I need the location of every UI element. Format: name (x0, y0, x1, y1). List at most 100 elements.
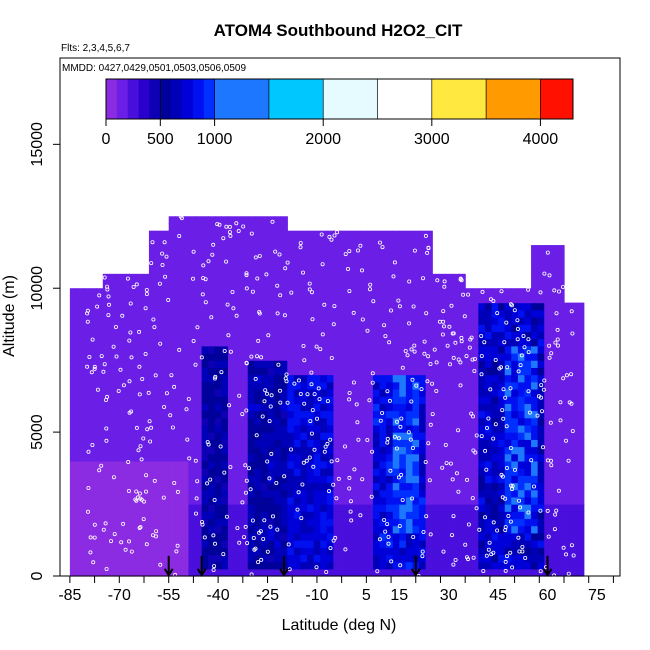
heatmap-cell (241, 338, 249, 347)
heatmap-cell (412, 281, 420, 289)
sample-point (308, 419, 313, 424)
heatmap-cell (366, 532, 374, 541)
heatmap-cell (419, 511, 427, 520)
sample-point (370, 371, 375, 376)
heatmap-cell (504, 446, 512, 455)
heatmap-cell (458, 360, 466, 368)
heatmap-cell (577, 331, 585, 340)
heatmap-cell (524, 295, 532, 304)
heatmap-cell (287, 367, 295, 376)
heatmap-cell (425, 532, 433, 541)
sample-point (252, 547, 257, 552)
heatmap-cell (491, 317, 499, 325)
heatmap-cell (419, 568, 427, 577)
colorbar-segment (564, 79, 570, 119)
heatmap-cell (307, 302, 315, 311)
heatmap-cell (247, 324, 255, 332)
heatmap-cell (399, 511, 407, 520)
heatmap-cell (399, 417, 407, 426)
sample-point (143, 489, 148, 494)
heatmap-cell (247, 245, 255, 253)
heatmap-cell (531, 439, 539, 448)
sample-point (211, 533, 216, 538)
heatmap-cell (372, 352, 381, 361)
heatmap-cell (399, 367, 407, 376)
sample-point (243, 490, 248, 495)
heatmap-cell (452, 367, 460, 376)
heatmap-cell (201, 309, 209, 318)
sample-point (360, 317, 365, 322)
heatmap-cell (208, 216, 216, 225)
heatmap-cell (564, 554, 572, 563)
sample-point (529, 458, 534, 463)
sample-point (569, 309, 574, 314)
sample-point (526, 337, 531, 342)
heatmap-cell (155, 288, 163, 297)
heatmap-cell (129, 288, 137, 297)
heatmap-cell (471, 360, 479, 368)
heatmap-cell (537, 324, 545, 332)
heatmap-cell (392, 468, 400, 476)
heatmap-cell (96, 568, 104, 577)
heatmap-cell (471, 460, 479, 469)
sample-point (90, 442, 95, 447)
heatmap-cell (399, 432, 407, 440)
heatmap-cell (392, 554, 400, 563)
heatmap-cell (333, 396, 341, 404)
heatmap-cell (326, 432, 335, 440)
sample-point (428, 422, 433, 427)
heatmap-cell (491, 439, 499, 448)
heatmap-cell (498, 525, 506, 534)
heatmap-cell (260, 317, 269, 325)
heatmap-cell (511, 540, 519, 548)
sample-point (500, 474, 505, 479)
sample-point (205, 481, 210, 486)
sample-point (320, 262, 325, 267)
sample-point (261, 537, 266, 542)
heatmap-cell (564, 424, 572, 433)
heatmap-cell (195, 345, 203, 354)
heatmap-cell (228, 360, 236, 368)
heatmap-cell (326, 302, 335, 311)
heatmap-cell (537, 360, 545, 368)
sample-point (193, 511, 198, 516)
heatmap-cell (162, 410, 170, 419)
heatmap-cell (386, 489, 394, 498)
heatmap-cell (379, 317, 387, 325)
heatmap-cell (142, 338, 150, 347)
heatmap-cell (544, 540, 552, 548)
heatmap-cell (340, 453, 348, 462)
heatmap-cell (260, 482, 269, 491)
sample-point (508, 386, 513, 391)
heatmap-cell (300, 439, 308, 448)
heatmap-cell (498, 568, 506, 577)
heatmap-cell (425, 561, 433, 570)
heatmap-cell (260, 432, 269, 440)
sample-point (421, 530, 426, 535)
heatmap-cell (379, 281, 387, 289)
heatmap-cell (162, 460, 170, 469)
heatmap-cell (102, 489, 111, 498)
heatmap-cell (531, 424, 539, 433)
heatmap-cell (168, 237, 176, 246)
heatmap-cell (102, 525, 111, 534)
sample-point (89, 370, 94, 375)
heatmap-cell (260, 410, 269, 419)
heatmap-cell (181, 446, 190, 455)
heatmap-cell (399, 295, 407, 304)
heatmap-cell (353, 367, 361, 376)
heatmap-cell (452, 345, 460, 354)
heatmap-cell (379, 309, 387, 318)
heatmap-cell (366, 554, 374, 563)
heatmap-cell (254, 489, 262, 498)
sample-point (253, 546, 258, 551)
heatmap-cell (109, 360, 117, 368)
heatmap-cell (412, 504, 420, 512)
heatmap-cell (399, 252, 407, 261)
sample-point (406, 430, 411, 435)
heatmap-cell (458, 388, 466, 397)
heatmap-cell (148, 460, 157, 469)
heatmap-cell (267, 568, 275, 577)
heatmap-cell (260, 475, 269, 484)
heatmap-cell (293, 554, 302, 563)
